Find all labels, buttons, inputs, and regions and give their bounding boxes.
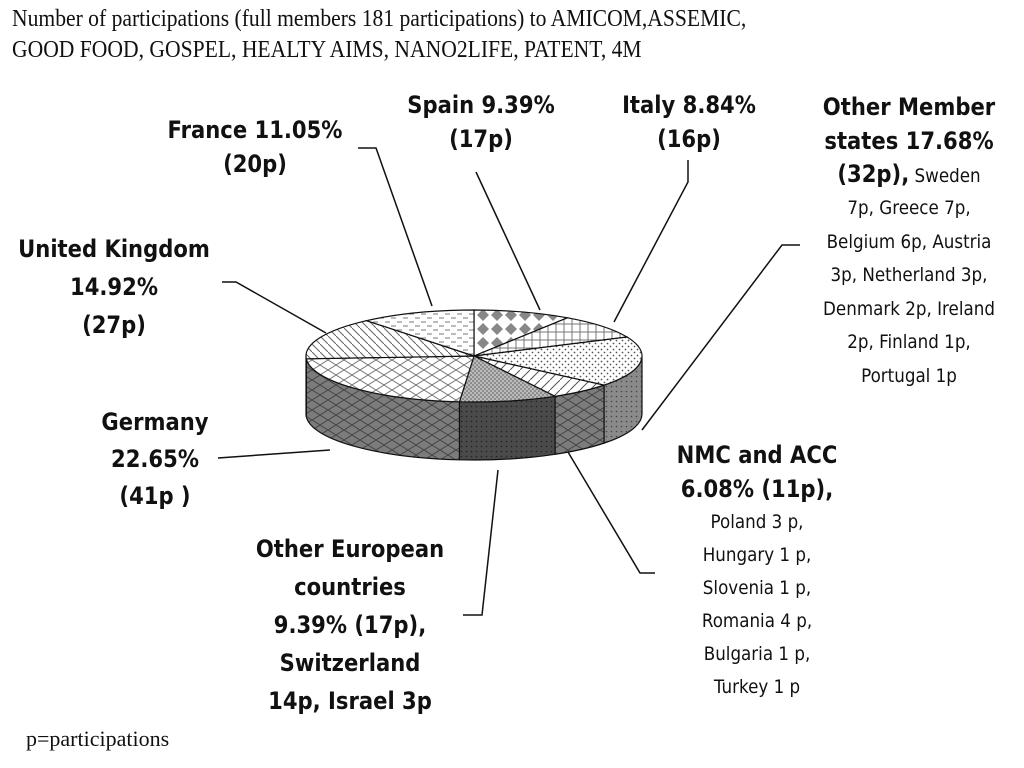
label-germany-line-2: 22.65% [111,445,199,473]
leader-nmc [567,451,655,574]
label-spain-line-2: (17p) [449,125,513,153]
label-nmc-detail-2: Hungary 1 p, [702,544,812,566]
label-other-member-detail-first: Sweden [909,165,981,187]
label-other-member-detail-5: 2p, Finland 1p, [847,331,971,353]
pie-slice-germany [305,355,475,403]
label-nmc-line-1: NMC and ACC [676,441,838,469]
label-other-member-line-1: Other Member [822,93,996,121]
pie-slice-other-member-states [473,336,643,386]
label-france: France 11.05% (20p) [163,113,348,181]
pie-slice-france [364,309,475,357]
chart-title: Number of participations (full members 1… [12,4,912,66]
label-france-line-1: France 11.05% [167,116,343,144]
leader-uk [222,281,327,334]
label-other-member-states: Other Member states 17.68% (32p), Sweden… [810,90,1009,393]
pie-slice-other-european-countries [458,355,558,403]
label-uk-line-3: (27p) [82,311,146,339]
label-united-kingdom: United Kingdom 14.92% (27p) [14,230,215,344]
label-nmc-detail-3: Slovenia 1 p, [702,577,812,599]
leader-germany [217,449,331,459]
label-france-line-2: (20p) [223,150,287,178]
leader-other-european [463,469,499,616]
label-other-member-detail-4: Denmark 2p, Ireland [823,297,995,320]
label-italy-line-2: (16p) [657,125,721,153]
label-other-european-line-4: Switzerland [279,649,421,677]
leader-other-member [641,244,800,431]
leader-france [358,147,433,307]
pie-side-other-european-countries [458,395,556,461]
label-other-european-line-1: Other European [255,535,445,563]
leader-italy [613,160,689,323]
label-other-member-detail-6: Portugal 1p [861,364,957,387]
label-nmc-detail-6: Turkey 1 p [713,676,801,698]
label-uk-line-2: 14.92% [70,273,158,301]
label-italy-line-1: Italy 8.84% [622,91,756,119]
label-other-member-detail-3: 3p, Netherland 3p, [830,264,988,286]
pie-tops [305,309,643,403]
label-nmc-detail-4: Romania 4 p, [701,610,813,632]
leader-spain [475,171,541,311]
label-other-member-line-3: (32p), [837,160,910,188]
footnote: p=participations [26,726,170,751]
label-other-european-line-2: countries [294,573,406,601]
title-line-2: GOOD FOOD, GOSPEL, HEALTY AIMS, NANO2LIF… [12,37,642,63]
title-line-1: Number of participations (full members 1… [12,6,747,32]
label-other-member-detail-2: Belgium 6p, Austria [826,230,992,253]
label-germany: Germany 22.65% (41p ) [80,404,230,515]
pie-slice-spain [473,309,570,357]
label-germany-line-1: Germany [101,408,209,436]
pie-slice-united-kingdom [305,320,475,360]
label-other-european-countries: Other European countries 9.39% (17p), Sw… [241,530,459,720]
label-nmc-line-2: 6.08% (11p), [680,475,834,503]
leader-lines [217,147,800,616]
label-other-european-line-5: 14p, Israel 3p [268,687,432,715]
label-other-european-line-3: 9.39% (17p), [273,611,427,639]
label-other-member-line-2: states 17.68% [824,127,994,155]
label-spain-line-1: Spain 9.39% [407,91,555,119]
label-nmc-detail-5: Bulgaria 1 p, [703,643,811,665]
label-italy: Italy 8.84% (16p) [611,88,768,156]
label-nmc-detail-1: Poland 3 p, [710,511,804,533]
label-other-member-detail-1: 7p, Greece 7p, [847,197,971,219]
label-uk-line-1: United Kingdom [18,235,210,263]
label-nmc-acc: NMC and ACC 6.08% (11p), Poland 3 p, Hun… [654,438,860,704]
label-germany-line-3: (41p ) [119,482,191,510]
pie-sides [305,355,643,461]
label-spain: Spain 9.39% (17p) [399,88,563,156]
